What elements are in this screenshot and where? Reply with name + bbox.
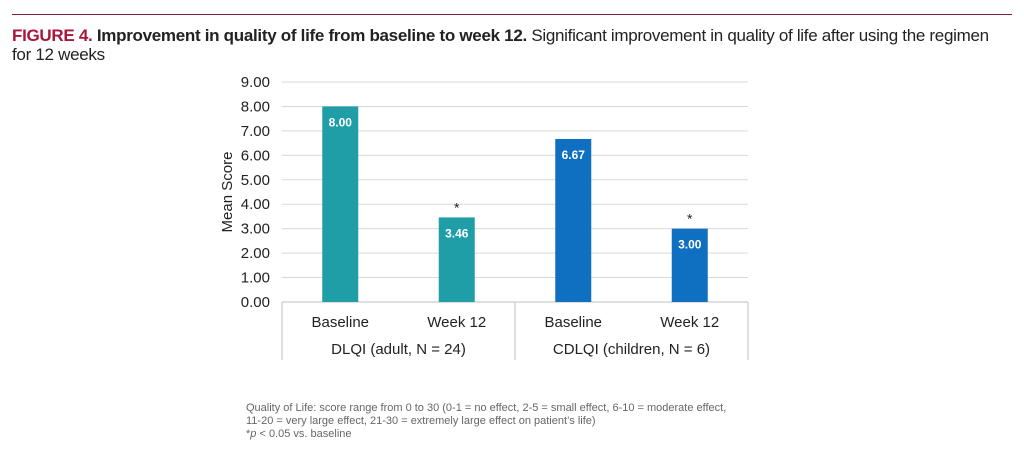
note-line-2: 11-20 = very large effect, 21-30 = extre… — [246, 415, 596, 427]
x-category-label: Week 12 — [427, 314, 486, 331]
y-tick-label: 5.00 — [241, 172, 270, 189]
figure-description: Significant improvement in quality of li… — [12, 26, 989, 64]
x-group-label: DLQI (adult, N = 24) — [331, 341, 466, 358]
y-tick-label: 7.00 — [241, 123, 270, 140]
x-group-label: CDLQI (children, N = 6) — [553, 341, 710, 358]
top-rule — [12, 14, 1012, 15]
y-tick-label: 6.00 — [241, 147, 270, 164]
note-line-1: Quality of Life: score range from 0 to 3… — [246, 402, 727, 414]
bar — [555, 138, 592, 302]
bar-value-label: 3.46 — [445, 226, 469, 240]
x-axis-dividers — [281, 302, 749, 360]
note-p: p — [250, 428, 257, 440]
note-star: * — [246, 428, 251, 440]
y-tick-label: 4.00 — [241, 196, 270, 213]
bar — [322, 106, 359, 302]
y-tick-label: 3.00 — [241, 221, 270, 238]
bar-value-label: 3.00 — [678, 238, 702, 252]
note-rest: < 0.05 vs. baseline — [256, 428, 352, 440]
significance-marker: * — [687, 211, 693, 227]
bar — [438, 217, 475, 302]
y-tick-label: 9.00 — [241, 74, 270, 91]
note-line-3: *p < 0.05 vs. baseline — [246, 428, 726, 441]
y-axis-ticks: 0.00 1.00 2.00 3.00 4.00 5.00 6.00 7.00 8.00 9.00 — [241, 74, 270, 311]
x-axis-categories: Baseline Week 12 DLQI (adult, N = 24) Basel… — [311, 314, 719, 358]
figure-label: FIGURE 4. — [12, 26, 93, 45]
y-tick-label: 8.00 — [241, 98, 270, 115]
x-category-label: Baseline — [311, 314, 369, 331]
x-category-label: Baseline — [544, 314, 602, 331]
bar-chart: 0.00 1.00 2.00 3.00 4.00 5.00 6.00 7.00 8.00 9.00… — [219, 74, 749, 360]
bars: 8.00 3.46 * 6.67 3.00 * — [322, 106, 708, 302]
chart-notes: Quality of Life: score range from 0 to 3… — [246, 402, 726, 441]
bar-value-label: 8.00 — [329, 115, 353, 129]
figure-title: Improvement in quality of life from base… — [96, 26, 527, 45]
y-axis-label: Mean Score — [219, 152, 236, 233]
y-tick-label: 0.00 — [241, 294, 270, 311]
y-tick-label: 2.00 — [241, 245, 270, 262]
y-tick-label: 1.00 — [241, 270, 270, 287]
gridlines — [282, 81, 748, 303]
bar-value-label: 6.67 — [562, 148, 586, 162]
figure-caption: FIGURE 4. Improvement in quality of life… — [12, 26, 1012, 64]
significance-marker: * — [454, 199, 460, 215]
bar — [671, 228, 708, 302]
x-category-label: Week 12 — [660, 314, 719, 331]
